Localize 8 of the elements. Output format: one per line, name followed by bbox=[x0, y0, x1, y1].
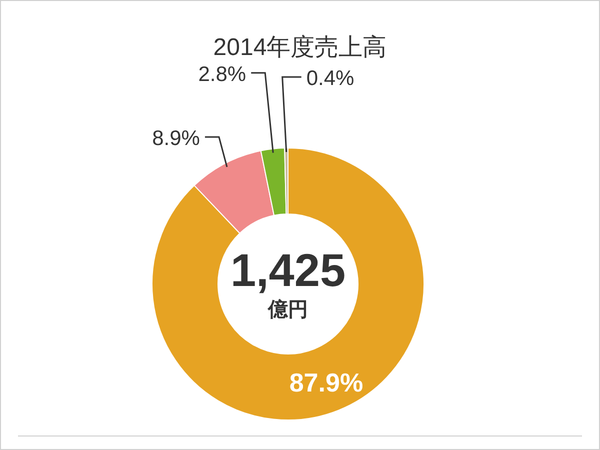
data-label: 87.9% bbox=[289, 368, 364, 398]
data-label: 8.9% bbox=[152, 126, 200, 150]
donut-slice bbox=[152, 148, 424, 420]
data-label: 0.4% bbox=[306, 67, 354, 90]
text: 億円 bbox=[267, 298, 308, 321]
chart-title: 2014年度売上高 bbox=[213, 34, 387, 61]
text: 1,425 bbox=[230, 244, 346, 296]
data-label: 2.8% bbox=[198, 62, 246, 86]
